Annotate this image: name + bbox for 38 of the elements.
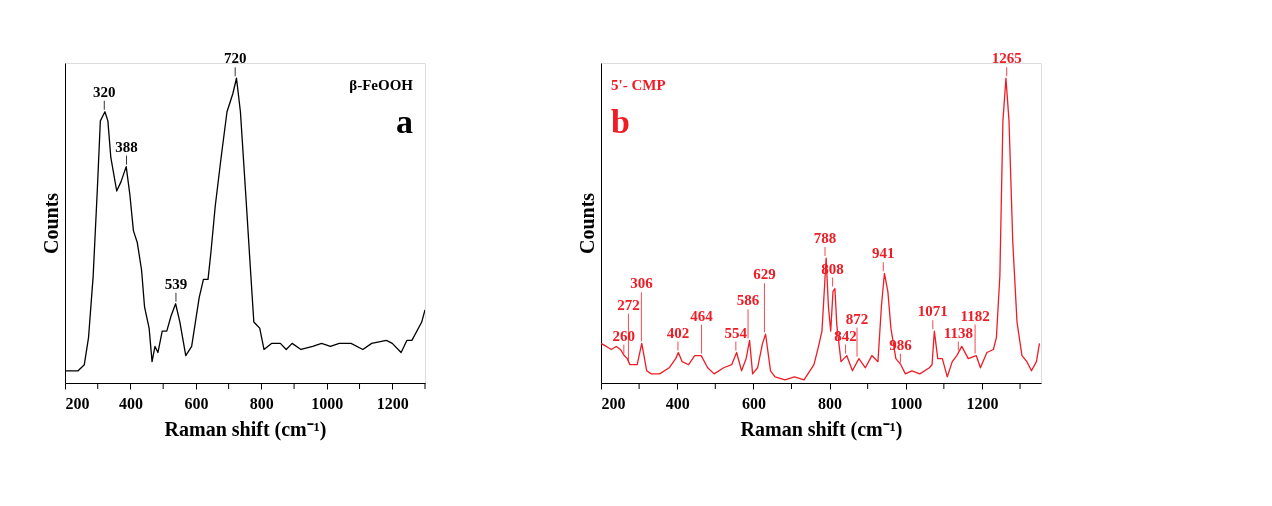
annotation: 720 [223, 50, 247, 67]
annotation: 1265 [991, 50, 1022, 67]
x-tick-label: 1000 [311, 394, 344, 412]
annotation: 1182 [960, 307, 990, 324]
annotation: 872 [845, 310, 869, 327]
y-axis-title: Counts [575, 192, 598, 255]
x-axis-title: Raman shift (cm⁻¹) [740, 417, 903, 441]
annotation: 586 [736, 292, 760, 309]
annotation: 5'- CMP [611, 77, 666, 93]
x-tick-label: 800 [818, 394, 843, 412]
annotation: 402 [666, 324, 690, 341]
annotation: 464 [690, 307, 714, 324]
annotation: 320 [93, 83, 116, 100]
y-axis-title: Counts [39, 192, 62, 255]
x-tick-label: 200 [601, 394, 626, 412]
annotation: 788 [813, 230, 837, 247]
x-tick-label: 1000 [890, 394, 923, 412]
annotation: 629 [753, 266, 776, 283]
annotation: 272 [617, 296, 640, 313]
annotation: 1138 [943, 324, 973, 341]
x-tick-label: 200 [65, 394, 90, 412]
annotation: a [396, 103, 413, 140]
x-tick-label: 1200 [376, 394, 409, 412]
x-tick-label: 600 [184, 394, 209, 412]
annotation: 1071 [917, 303, 948, 320]
x-tick-label: 800 [249, 394, 274, 412]
annotation: 539 [164, 275, 188, 292]
annotation: b [611, 103, 630, 140]
x-tick-label: 400 [118, 394, 143, 412]
annotation: β-FeOOH [349, 77, 414, 93]
x-tick-label: 400 [665, 394, 690, 412]
x-axis-title: Raman shift (cm⁻¹) [164, 417, 327, 441]
annotation: 554 [724, 324, 748, 341]
annotation: 941 [872, 245, 895, 262]
x-tick-label: 1200 [966, 394, 999, 412]
annotation: 388 [115, 138, 138, 155]
annotation: 306 [630, 275, 654, 292]
x-tick-label: 600 [741, 394, 766, 412]
